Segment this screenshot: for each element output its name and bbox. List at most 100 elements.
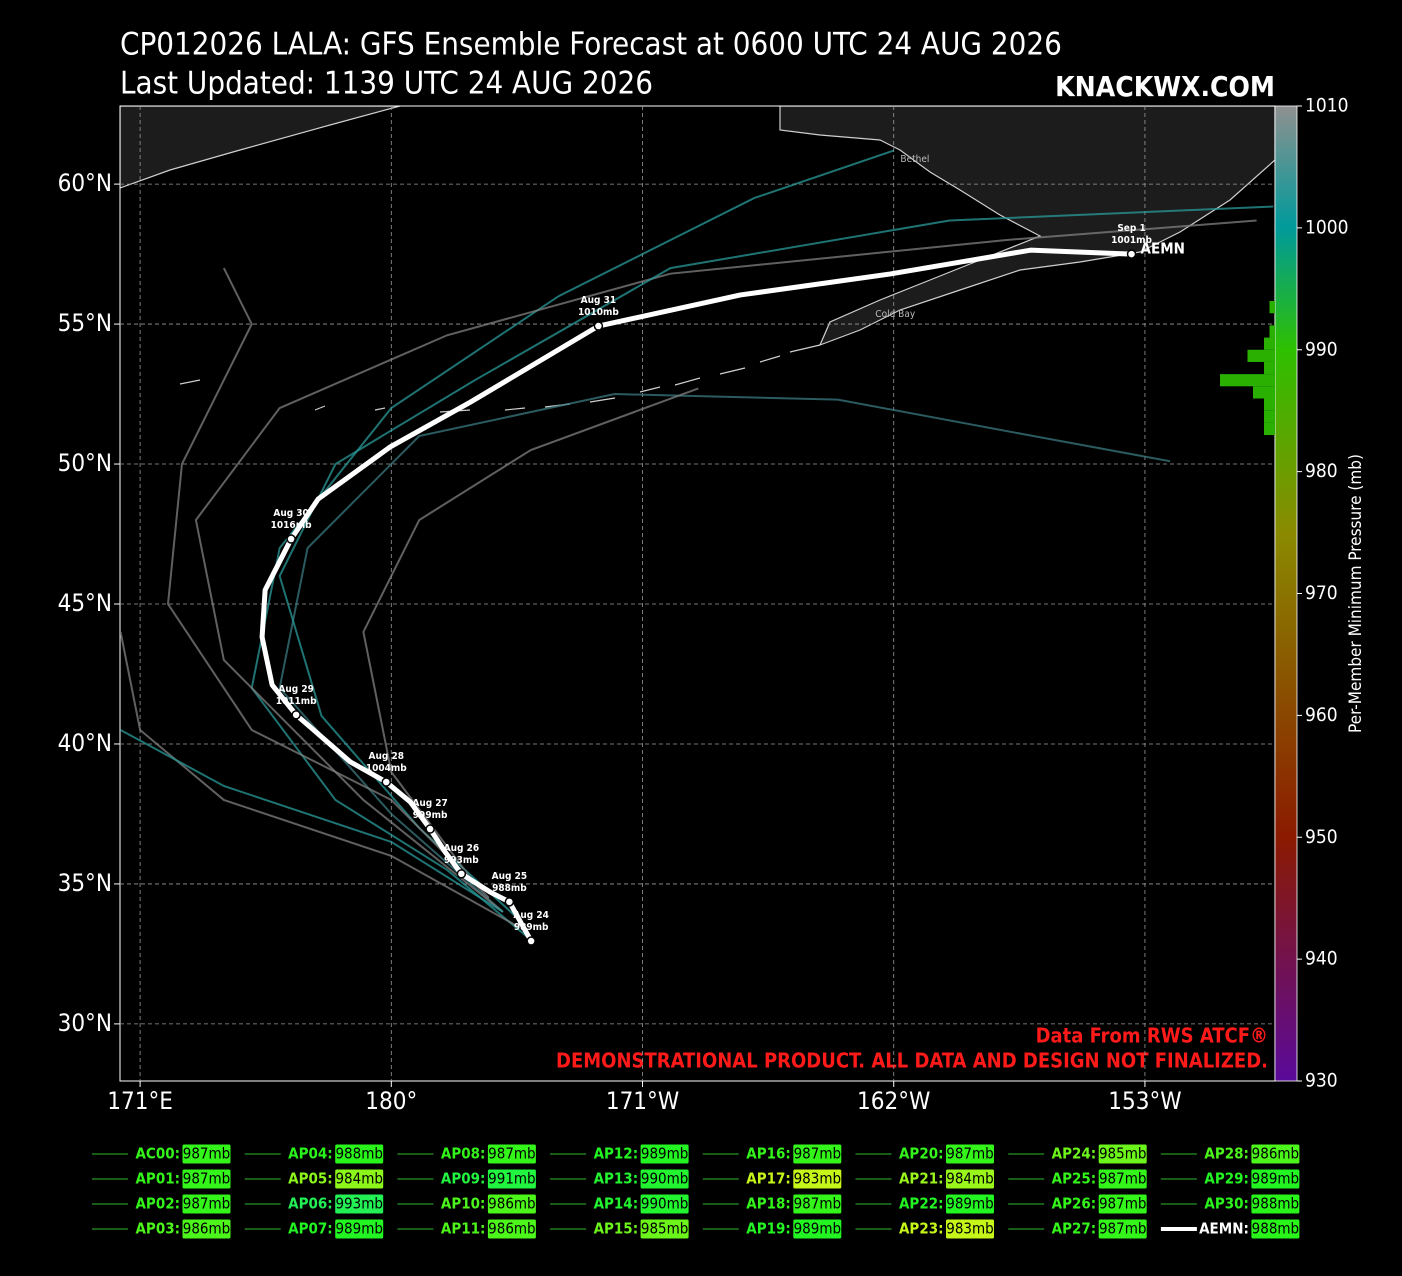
- legend-chip: [1097, 1193, 1148, 1215]
- legend-chip: [486, 1168, 537, 1190]
- colorbar-tick-label: 990: [1305, 338, 1338, 360]
- x-tick-label: 171°W: [606, 1087, 679, 1115]
- histogram-bar: [1269, 325, 1275, 338]
- legend-value: 987mb: [183, 1170, 230, 1188]
- watermark: KNACKWX.COM: [1055, 70, 1275, 103]
- legend-chip: [792, 1143, 843, 1165]
- y-tick-label: 35°N: [58, 869, 112, 897]
- legend-chip: [1097, 1168, 1148, 1190]
- tracks: [120, 149, 1274, 943]
- legend-name: AP04:: [288, 1145, 333, 1163]
- legend-chip: [639, 1193, 690, 1215]
- subtitle: Last Updated: 1139 UTC 24 AUG 2026: [120, 66, 653, 102]
- legend-name: AP01:: [135, 1170, 180, 1188]
- legend-value: 988mb: [1252, 1220, 1299, 1238]
- colorbar-tick-label: 940: [1305, 948, 1338, 970]
- legend-chip: [334, 1193, 385, 1215]
- russia: [120, 106, 401, 189]
- pressure-label: 1010mb: [578, 307, 619, 318]
- legend-name: AP29:: [1204, 1170, 1249, 1188]
- legend-chip: [945, 1193, 995, 1215]
- legend-value: 988mb: [1252, 1195, 1299, 1213]
- legend-value: 989mb: [335, 1220, 382, 1238]
- histogram-bar: [1264, 422, 1275, 436]
- credit: Data From RWS ATCF®: [1036, 1024, 1268, 1048]
- legend-name: AP26:: [1052, 1195, 1097, 1213]
- legend-name: AP25:: [1052, 1170, 1097, 1188]
- legend-name: AP08:: [441, 1145, 486, 1163]
- legend-value: 993mb: [335, 1195, 382, 1213]
- legend-chip: [1097, 1143, 1148, 1165]
- legend-chip: [181, 1218, 232, 1240]
- pressure-label: 1004mb: [366, 763, 407, 774]
- x-tick-label: 180°: [365, 1087, 417, 1115]
- histogram-bar: [1264, 398, 1275, 411]
- x-tick-label: 153°W: [1108, 1087, 1181, 1115]
- place-label: Cold Bay: [875, 309, 916, 320]
- legend-name: AP23:: [899, 1220, 944, 1238]
- legend-value: 989mb: [1252, 1170, 1299, 1188]
- aleutians: [179, 344, 821, 413]
- legend-chip: [639, 1168, 690, 1190]
- legend-name: AP10:: [441, 1195, 486, 1213]
- legend-value: 987mb: [1099, 1195, 1146, 1213]
- legend-name: AP11:: [441, 1220, 486, 1238]
- legend-name: AP13:: [594, 1170, 639, 1188]
- legend-chip: [486, 1218, 537, 1240]
- legend-name: AP20:: [899, 1145, 944, 1163]
- legend-chip: [945, 1218, 995, 1240]
- histogram-bar: [1269, 301, 1275, 314]
- legend-value: 988mb: [335, 1145, 382, 1163]
- legend-chip: [1097, 1218, 1148, 1240]
- alaska: [779, 106, 1275, 347]
- y-tick-label: 45°N: [58, 589, 112, 617]
- histogram-bar: [1264, 337, 1275, 350]
- member-track: [166, 267, 490, 899]
- legend-chip: [181, 1193, 232, 1215]
- legend-chip: [181, 1168, 232, 1190]
- legend-chip: [486, 1143, 537, 1165]
- legend-chip: [639, 1218, 690, 1240]
- legend-name: AP02:: [135, 1195, 180, 1213]
- legend-name: AP07:: [288, 1220, 333, 1238]
- legend-name: AC00:: [135, 1145, 180, 1163]
- legend-name: AP05:: [288, 1170, 333, 1188]
- legend-name: AP22:: [899, 1195, 944, 1213]
- legend-name: AP15:: [594, 1220, 639, 1238]
- legend-value: 986mb: [488, 1195, 535, 1213]
- legend-value: 990mb: [641, 1195, 688, 1213]
- x-tick-label: 162°W: [857, 1087, 930, 1115]
- colorbar-tick-label: 970: [1305, 582, 1338, 604]
- legend-chip: [1250, 1218, 1301, 1240]
- disclaimer: DEMONSTRATIONAL PRODUCT. ALL DATA AND DE…: [556, 1049, 1268, 1073]
- track-point: [381, 777, 392, 787]
- legend-value: 986mb: [183, 1220, 230, 1238]
- pressure-label: 1016mb: [271, 520, 312, 531]
- legend-value: 989mb: [641, 1145, 688, 1163]
- legend-name: AP18:: [746, 1195, 791, 1213]
- legend-chip: [334, 1218, 385, 1240]
- legend-name: AP03:: [135, 1220, 180, 1238]
- y-tick-label: 60°N: [58, 169, 112, 197]
- legend-name: AP17:: [746, 1170, 791, 1188]
- legend-value: 987mb: [183, 1145, 230, 1163]
- legend-value: 987mb: [946, 1145, 993, 1163]
- member-track: [120, 729, 504, 913]
- legend-value: 987mb: [794, 1145, 841, 1163]
- histogram-bar: [1220, 374, 1275, 387]
- colorbar: [1274, 105, 1298, 1082]
- date-label: Aug 31: [581, 295, 616, 306]
- colorbar-tick-label: 960: [1305, 704, 1338, 726]
- legend-chip: [334, 1168, 385, 1190]
- y-tick-label: 50°N: [58, 449, 112, 477]
- legend-value: 991mb: [488, 1170, 535, 1188]
- legend-name: AEMN:: [1199, 1220, 1249, 1238]
- date-label: Sep 1: [1117, 223, 1145, 234]
- legend-value: 987mb: [1099, 1170, 1146, 1188]
- colorbar-tick-label: 930: [1305, 1070, 1338, 1092]
- legend-chip: [792, 1193, 843, 1215]
- track-point: [425, 824, 435, 834]
- legend-chip: [1250, 1143, 1301, 1165]
